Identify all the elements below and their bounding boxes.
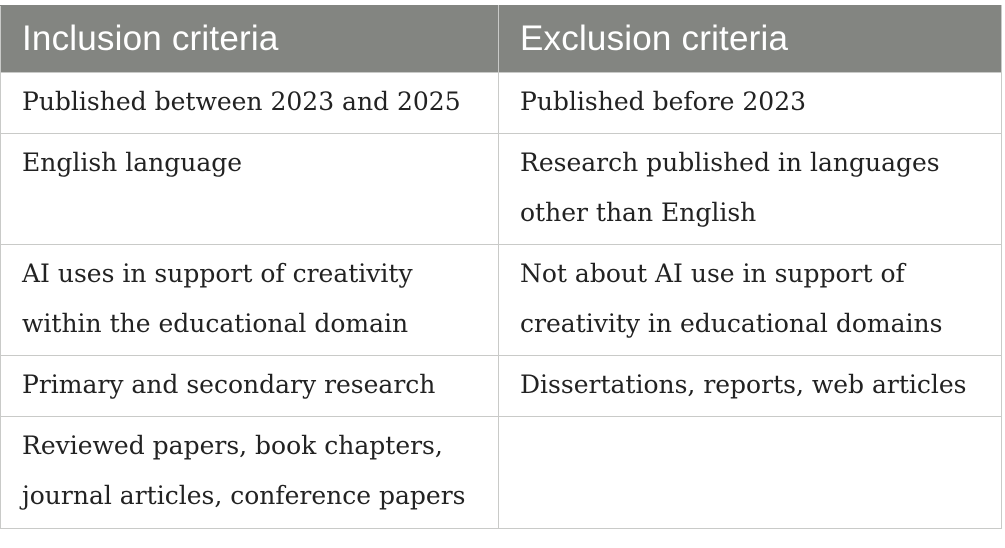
inclusion-cell: English language	[0, 133, 499, 245]
header-row: Inclusion criteria Exclusion criteria	[0, 5, 1002, 73]
exclusion-cell: Research published in languages other th…	[498, 133, 1002, 245]
exclusion-header: Exclusion criteria	[498, 5, 1002, 73]
exclusion-cell	[498, 416, 1002, 529]
exclusion-cell: Dissertations, reports, web articles	[498, 355, 1002, 417]
inclusion-cell: AI uses in support of creativity within …	[0, 244, 499, 356]
inclusion-cell: Primary and secondary research	[0, 355, 499, 417]
criteria-table: Inclusion criteria Exclusion criteria Pu…	[0, 5, 1002, 529]
inclusion-header: Inclusion criteria	[0, 5, 499, 73]
exclusion-cell: Not about AI use in support of creativit…	[498, 244, 1002, 356]
inclusion-cell: Published between 2023 and 2025	[0, 72, 499, 134]
exclusion-cell: Published before 2023	[498, 72, 1002, 134]
inclusion-cell: Reviewed papers, book chapters, journal …	[0, 416, 499, 529]
table-row: Reviewed papers, book chapters, journal …	[0, 416, 1002, 529]
table-row: AI uses in support of creativity within …	[0, 244, 1002, 356]
exclusion-line: Research published in languages other th…	[520, 148, 940, 227]
table-row: Published between 2023 and 2025 Publishe…	[0, 72, 1002, 134]
table-row: English language Research published in l…	[0, 133, 1002, 245]
table-row: Primary and secondary research Dissertat…	[0, 355, 1002, 417]
